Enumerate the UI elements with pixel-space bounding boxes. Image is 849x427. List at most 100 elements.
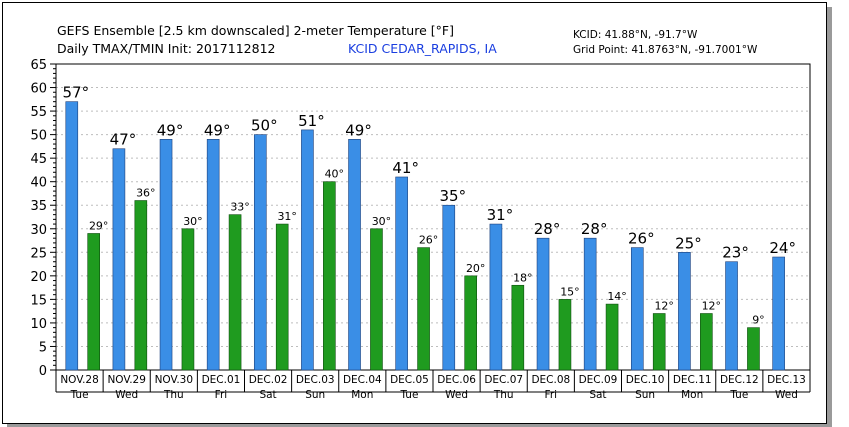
y-tick-label: 20 bbox=[30, 270, 47, 285]
x-category-label: DEC.13 bbox=[767, 374, 806, 386]
y-tick-label: 50 bbox=[30, 129, 47, 144]
tmin-bar bbox=[652, 313, 666, 371]
tmin-bar bbox=[747, 327, 760, 371]
tmax-value-label: 49° bbox=[345, 121, 372, 139]
tmax-value-label: 25° bbox=[675, 234, 702, 252]
y-tick-label: 25 bbox=[30, 246, 47, 261]
x-weekday-label: Fri bbox=[545, 389, 558, 401]
x-weekday-label: Mon bbox=[351, 389, 373, 401]
x-category-label: DEC.04 bbox=[343, 374, 382, 386]
tmin-value-label: 29° bbox=[89, 219, 109, 232]
tmax-bar bbox=[536, 237, 550, 371]
x-category-label: DEC.09 bbox=[579, 374, 618, 386]
tmin-value-label: 40° bbox=[325, 168, 345, 181]
x-category-label: DEC.03 bbox=[296, 374, 335, 386]
x-category-label: DEC.12 bbox=[720, 374, 759, 386]
station-coords: KCID: 41.88°N, -91.7°W bbox=[573, 29, 698, 41]
tmin-bar bbox=[605, 303, 619, 371]
tmax-bar bbox=[630, 247, 644, 371]
y-tick-label: 0 bbox=[39, 364, 47, 379]
x-weekday-label: Mon bbox=[681, 389, 703, 401]
tmax-value-label: 35° bbox=[439, 187, 466, 205]
x-weekday-label: Sat bbox=[589, 389, 606, 401]
tmin-value-label: 12° bbox=[702, 300, 722, 313]
station-name: KCID CEDAR_RAPIDS, IA bbox=[348, 41, 497, 56]
x-weekday-label: Tue bbox=[399, 389, 418, 401]
tmax-bar bbox=[65, 101, 79, 371]
tmin-value-label: 18° bbox=[513, 271, 533, 284]
tmin-value-label: 26° bbox=[419, 234, 439, 247]
tmax-bar bbox=[112, 148, 126, 371]
tmin-bar bbox=[181, 228, 195, 371]
tmin-value-label: 31° bbox=[277, 210, 297, 223]
tmin-bar bbox=[700, 313, 713, 371]
y-tick-label: 55 bbox=[30, 105, 47, 120]
tmax-value-label: 50° bbox=[251, 117, 278, 135]
x-category-label: NOV.28 bbox=[60, 374, 98, 386]
tmin-bar bbox=[511, 284, 525, 371]
tmin-bar bbox=[417, 247, 430, 371]
tmin-value-label: 9° bbox=[752, 314, 765, 327]
tmax-bar bbox=[159, 139, 173, 371]
tmin-bar bbox=[370, 228, 383, 371]
tmin-bar bbox=[464, 275, 478, 371]
y-tick-label: 45 bbox=[30, 152, 47, 167]
tmax-bar bbox=[442, 204, 456, 371]
tmax-value-label: 57° bbox=[62, 84, 89, 102]
tmax-bar bbox=[489, 223, 503, 371]
tmax-value-label: 49° bbox=[157, 121, 184, 139]
y-tick-label: 60 bbox=[30, 82, 47, 97]
y-tick-label: 40 bbox=[30, 176, 47, 191]
chart-title: GEFS Ensemble [2.5 km downscaled] 2-mete… bbox=[57, 23, 454, 38]
tmin-bar bbox=[275, 223, 289, 371]
tmax-bar bbox=[301, 129, 314, 371]
x-category-label: DEC.02 bbox=[249, 374, 288, 386]
x-weekday-label: Sat bbox=[259, 389, 276, 401]
tmin-bar bbox=[87, 233, 100, 371]
tmin-value-label: 36° bbox=[136, 187, 156, 200]
tmin-bar bbox=[558, 299, 572, 371]
x-category-label: DEC.11 bbox=[673, 374, 712, 386]
y-tick-label: 65 bbox=[30, 58, 47, 73]
x-weekday-label: Wed bbox=[115, 389, 138, 401]
grid-point-coords: Grid Point: 41.8763°N, -91.7001°W bbox=[573, 44, 758, 56]
tmax-value-label: 28° bbox=[534, 220, 561, 238]
tmax-bar bbox=[725, 261, 738, 371]
x-weekday-label: Thu bbox=[493, 389, 514, 401]
y-tick-label: 35 bbox=[30, 199, 47, 214]
tmax-value-label: 41° bbox=[392, 159, 419, 177]
tmax-value-label: 51° bbox=[298, 112, 325, 130]
tmin-value-label: 14° bbox=[607, 290, 627, 303]
y-tick-label: 15 bbox=[30, 293, 47, 308]
x-weekday-label: Tue bbox=[70, 389, 89, 401]
x-category-label: DEC.08 bbox=[531, 374, 570, 386]
tmax-bar bbox=[772, 256, 785, 371]
tmin-bar bbox=[134, 200, 148, 371]
tmax-value-label: 24° bbox=[769, 239, 796, 257]
tmin-value-label: 15° bbox=[560, 285, 580, 298]
x-weekday-label: Sun bbox=[635, 389, 655, 401]
x-weekday-label: Wed bbox=[445, 389, 468, 401]
tmax-bar bbox=[253, 134, 267, 371]
x-weekday-label: Fri bbox=[215, 389, 228, 401]
chart-subtitle: Daily TMAX/TMIN Init: 2017112812 bbox=[57, 41, 276, 56]
x-category-label: DEC.10 bbox=[626, 374, 665, 386]
x-weekday-label: Thu bbox=[163, 389, 184, 401]
tmin-value-label: 12° bbox=[654, 300, 674, 313]
x-category-label: NOV.29 bbox=[107, 374, 145, 386]
x-category-label: DEC.06 bbox=[437, 374, 476, 386]
x-weekday-label: Wed bbox=[775, 389, 798, 401]
tmin-value-label: 33° bbox=[230, 201, 250, 214]
tmax-bar bbox=[583, 237, 597, 371]
tmax-value-label: 49° bbox=[204, 121, 231, 139]
tmax-value-label: 28° bbox=[581, 220, 608, 238]
tmax-value-label: 47° bbox=[110, 131, 137, 149]
tmax-value-label: 31° bbox=[487, 206, 514, 224]
y-tick-label: 10 bbox=[30, 317, 47, 332]
tmin-value-label: 30° bbox=[183, 215, 203, 228]
tmax-bar bbox=[678, 252, 691, 371]
x-category-label: DEC.05 bbox=[390, 374, 429, 386]
x-category-label: NOV.30 bbox=[155, 374, 193, 386]
tmin-value-label: 30° bbox=[372, 215, 392, 228]
